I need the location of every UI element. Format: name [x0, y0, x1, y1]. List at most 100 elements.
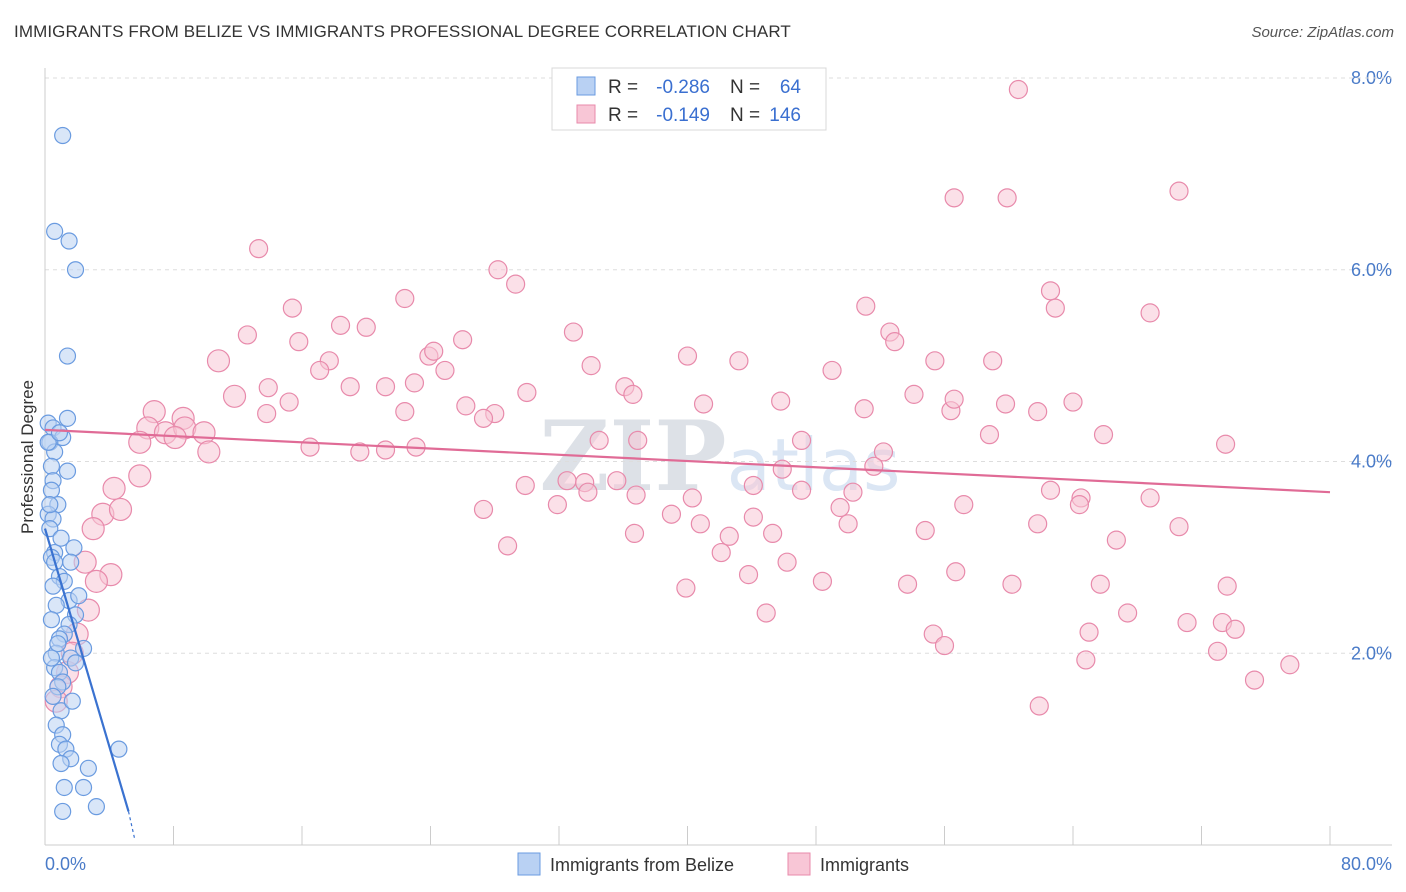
data-point [79, 759, 97, 777]
data-point [729, 351, 749, 371]
data-point [52, 529, 70, 547]
data-point [624, 523, 645, 544]
data-point [904, 384, 924, 404]
series-immigrants [44, 79, 1300, 716]
legend-r-label: R = [608, 105, 638, 126]
data-point [1029, 696, 1049, 716]
bottom-legend: Immigrants from Belize Immigrants [517, 852, 909, 876]
data-point [70, 587, 88, 605]
data-point [192, 421, 216, 445]
trend-line-belize-ext [127, 811, 136, 841]
data-point [1079, 622, 1099, 642]
data-point [843, 482, 863, 502]
data-point [997, 188, 1017, 208]
data-point [995, 394, 1016, 414]
data-point [777, 552, 797, 572]
data-point [1118, 603, 1138, 623]
data-point [42, 649, 61, 667]
trend-line-immigrants [44, 428, 1331, 494]
data-point [711, 542, 731, 563]
data-point [1076, 650, 1096, 670]
data-point [628, 430, 648, 451]
data-point [578, 482, 598, 502]
data-point [693, 394, 714, 414]
data-point [330, 315, 351, 335]
data-point [743, 507, 763, 527]
data-point [738, 565, 759, 585]
data-point [395, 288, 415, 309]
data-point [66, 261, 85, 279]
data-point [719, 526, 739, 546]
data-point [404, 373, 425, 393]
data-point [676, 578, 696, 598]
data-point [626, 485, 646, 505]
bottom-legend-label: Immigrants [820, 855, 909, 875]
data-point [1040, 281, 1061, 301]
data-point [557, 471, 577, 491]
data-point [856, 296, 876, 316]
data-point [108, 497, 133, 522]
data-point [58, 347, 77, 365]
data-point [1090, 574, 1110, 594]
data-point [864, 456, 884, 476]
data-point [74, 778, 93, 797]
data-point [1040, 480, 1061, 500]
data-point [340, 377, 360, 397]
data-point [1177, 612, 1197, 633]
bottom-legend-swatch [517, 852, 541, 876]
data-point [128, 464, 152, 488]
legend-swatch [576, 104, 596, 124]
bottom-legend-swatch [787, 852, 811, 876]
data-point [897, 574, 918, 594]
data-point [300, 437, 320, 457]
data-point [55, 778, 73, 797]
data-point [473, 408, 494, 428]
data-point [925, 351, 945, 371]
data-point [62, 553, 80, 571]
data-point [66, 654, 85, 672]
data-point [58, 462, 77, 480]
chart-source: Source: ZipAtlas.com [1251, 24, 1394, 41]
data-point [44, 687, 62, 705]
data-point [581, 356, 601, 376]
data-point [249, 239, 269, 259]
data-point [979, 425, 1000, 445]
data-point [1106, 530, 1126, 550]
y-tick-label: 8.0% [1351, 68, 1392, 88]
data-point [677, 346, 698, 366]
data-point [1045, 298, 1065, 318]
data-point [282, 298, 302, 318]
data-point [623, 384, 643, 404]
data-point [1069, 495, 1090, 515]
data-point [52, 754, 70, 773]
data-point [54, 126, 72, 145]
data-point [589, 430, 609, 451]
data-point [946, 562, 966, 582]
data-point [756, 603, 776, 623]
data-point [375, 440, 396, 460]
data-point [102, 476, 126, 500]
data-point [498, 536, 518, 556]
data-point [954, 495, 974, 515]
data-point [473, 499, 494, 520]
data-point [661, 504, 682, 524]
data-point [885, 332, 905, 352]
data-point [923, 624, 943, 644]
x-tick-label: 0.0% [45, 854, 86, 874]
legend-r-value: -0.149 [656, 105, 710, 126]
legend-box: R = -0.286 N = 64 R = -0.149 N = 146 [551, 67, 827, 131]
data-point [257, 403, 277, 424]
data-point [1028, 402, 1048, 422]
legend-n-value: 146 [769, 105, 801, 126]
data-point [1169, 517, 1189, 537]
data-point [258, 378, 278, 398]
data-point [84, 569, 109, 593]
data-point [830, 497, 850, 518]
legend-r-value: -0.286 [656, 77, 710, 98]
data-point [1002, 574, 1022, 594]
data-point [1280, 655, 1300, 675]
y-axis-label: Professional Degree [18, 380, 37, 534]
data-point [563, 322, 584, 342]
data-point [46, 222, 64, 240]
